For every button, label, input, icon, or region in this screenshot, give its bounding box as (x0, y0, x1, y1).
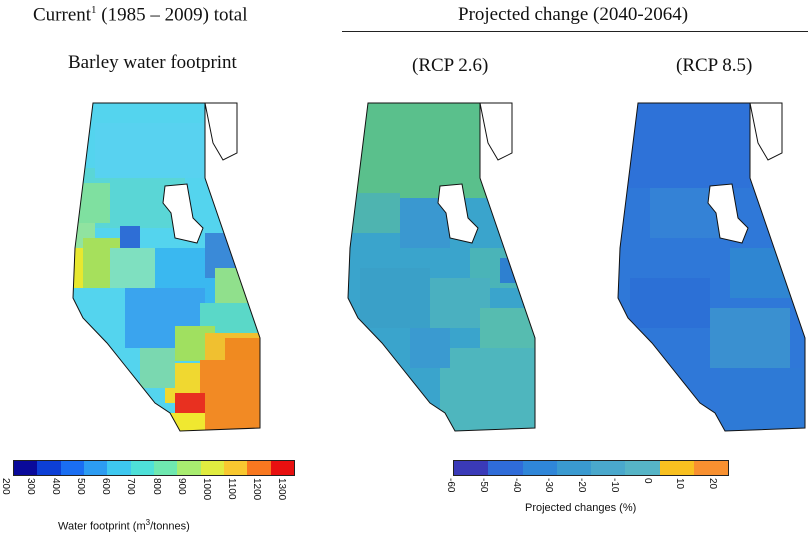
colorbar-segment (625, 461, 660, 475)
colorbar-tick-label: 20 (707, 478, 718, 490)
colorbar-segment (37, 461, 61, 475)
colorbar-segment (200, 461, 224, 475)
colorbar-segment (522, 461, 557, 475)
colorbar-tick-label: 1000 (200, 478, 212, 501)
colorbar-water-footprint (13, 460, 295, 476)
current-period-title: Current1 (1985 – 2009) total (33, 4, 248, 26)
colorbar-tick-label: 10 (674, 478, 686, 490)
colorbar-segment (223, 461, 248, 475)
map-rcp26-projected-change (347, 102, 536, 432)
colorbar-tick-label: -60 (445, 478, 456, 493)
colorbar-tick-label: -10 (608, 478, 620, 493)
rcp26-label: (RCP 2.6) (412, 55, 489, 76)
header-divider (342, 31, 808, 32)
colorbar-segment (60, 461, 84, 475)
colorbar-tick-label: -30 (543, 478, 555, 493)
colorbar-tick-label: -20 (576, 478, 587, 493)
colorbar-tick-label: 900 (175, 478, 187, 495)
colorbar-tick-label: 700 (125, 478, 137, 495)
colorbar-segment (107, 461, 131, 475)
colorbar-tick-label: 0 (641, 478, 653, 484)
colorbar-tick-label: 500 (75, 478, 87, 495)
colorbar-tick-label: 300 (25, 478, 37, 495)
colorbar-segment (83, 461, 108, 475)
colorbar-segment (488, 461, 523, 475)
colorbar-segment (247, 461, 271, 475)
colorbar-segment (153, 461, 178, 475)
colorbar-segment (693, 461, 728, 475)
colorbar-segment (130, 461, 154, 475)
map-current-water-footprint (72, 102, 261, 432)
colorbar-segment (591, 461, 626, 475)
colorbar-water-footprint-title: Water footprint (m3/tonnes) (58, 518, 190, 533)
colorbar-tick-label: -40 (510, 478, 522, 493)
colorbar-tick-label: 1100 (225, 478, 237, 500)
colorbar-projected-changes-title: Projected changes (%) (525, 502, 637, 514)
colorbar-segment (556, 461, 591, 475)
colorbar-segment (177, 461, 201, 475)
colorbar-tick-label: 800 (150, 478, 162, 495)
colorbar-tick-label: 1200 (250, 478, 262, 501)
colorbar-projected-changes (453, 460, 729, 476)
colorbar-segment (270, 461, 294, 475)
map-rcp85-projected-change (617, 102, 806, 432)
colorbar-segment (14, 461, 38, 475)
colorbar-segment (454, 461, 489, 475)
projected-change-title: Projected change (2040-2064) (458, 4, 689, 25)
barley-water-footprint-title: Barley water footprint (68, 52, 237, 73)
colorbar-tick-label: -50 (477, 478, 489, 493)
colorbar-tick-label: 1300 (276, 478, 287, 501)
colorbar-segment (659, 461, 694, 475)
colorbar-tick-label: 600 (100, 478, 112, 495)
rcp85-label: (RCP 8.5) (676, 55, 753, 76)
colorbar-tick-label: 400 (50, 478, 62, 495)
colorbar-tick-label: 200 (0, 478, 11, 495)
